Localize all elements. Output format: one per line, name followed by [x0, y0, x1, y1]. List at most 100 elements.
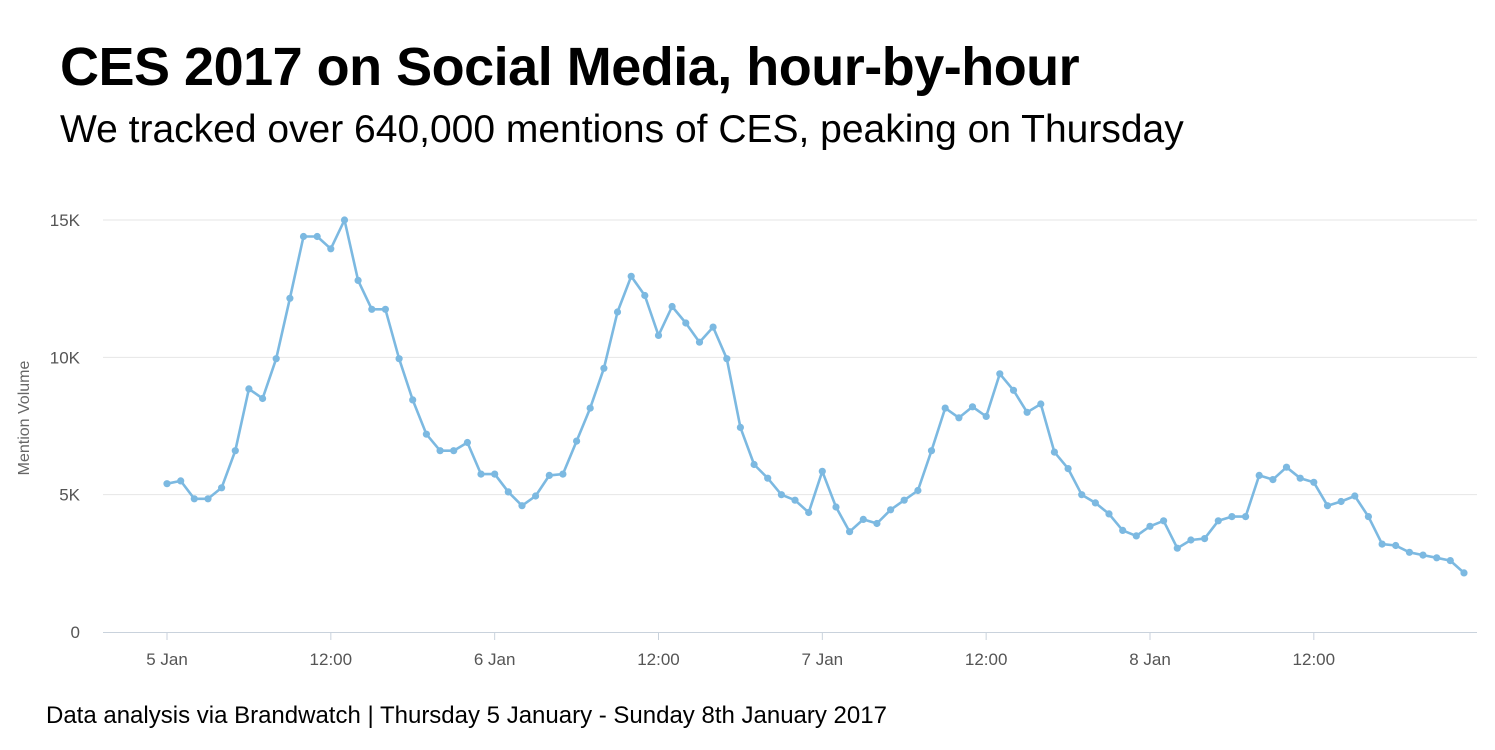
x-tick-label: 12:00: [1293, 650, 1336, 669]
data-point: [477, 470, 485, 478]
data-point: [627, 272, 635, 280]
data-point: [1433, 554, 1441, 562]
data-point: [1173, 544, 1181, 552]
data-point: [231, 447, 239, 455]
data-point: [736, 423, 745, 431]
data-point: [190, 495, 198, 503]
data-point: [368, 305, 376, 313]
data-point: [1269, 476, 1277, 484]
data-point: [1091, 499, 1099, 507]
x-tick-label: 5 Jan: [146, 650, 188, 669]
x-tick-label: 12:00: [965, 650, 1008, 669]
source-footer: Data analysis via Brandwatch | Thursday …: [46, 702, 887, 729]
x-tick-label: 12:00: [637, 650, 680, 669]
y-tick-label: 0: [71, 623, 80, 642]
data-point: [1364, 513, 1372, 521]
data-point: [586, 404, 594, 412]
data-point: [846, 528, 854, 536]
line-chart: 0 5K 10K 15K 5 Jan 12:00 6 Jan 12:00 7 Jan 12:00…: [16, 211, 1477, 669]
data-point: [1187, 536, 1195, 544]
data-point: [1119, 526, 1127, 535]
x-tick-label: 8 Jan: [1129, 650, 1171, 669]
data-point: [299, 232, 308, 241]
data-point: [409, 396, 417, 404]
data-point: [982, 412, 990, 420]
data-point: [1337, 497, 1345, 506]
data-point: [313, 232, 321, 241]
data-point: [955, 414, 963, 422]
data-point: [927, 447, 936, 455]
data-point: [1242, 513, 1250, 521]
data-point: [1160, 517, 1168, 525]
data-point: [1255, 471, 1263, 479]
data-point: [777, 491, 786, 499]
data-point: [1378, 540, 1386, 548]
data-point: [340, 216, 349, 224]
data-point: [1023, 408, 1031, 416]
data-point: [887, 506, 895, 514]
data-point: [764, 474, 772, 482]
data-point: [613, 308, 622, 316]
data-point: [573, 437, 581, 445]
data-point: [968, 403, 977, 411]
data-point: [1050, 448, 1058, 456]
data-point: [873, 519, 881, 528]
data-point: [750, 460, 758, 469]
data-point: [1214, 517, 1222, 525]
data-point: [1296, 474, 1304, 482]
data-point: [1105, 510, 1113, 518]
data-point: [1078, 491, 1086, 499]
data-point: [504, 488, 512, 496]
data-point: [818, 467, 826, 475]
data-point: [1201, 535, 1209, 543]
y-tick-label: 5K: [59, 486, 80, 505]
data-point: [695, 338, 704, 346]
data-point: [545, 471, 553, 479]
data-point: [259, 394, 267, 403]
data-point: [1282, 463, 1291, 471]
data-point: [1392, 541, 1400, 550]
data-point: [1310, 478, 1318, 486]
data-point: [600, 364, 608, 372]
data-point: [1037, 400, 1045, 408]
data-point: [395, 355, 403, 363]
data-point: [354, 276, 362, 284]
data-point: [218, 484, 226, 492]
data-point: [177, 477, 185, 485]
data-point: [1228, 513, 1236, 521]
data-point: [532, 492, 540, 500]
x-tick-label: 7 Jan: [802, 650, 844, 669]
series-mention-volume: [163, 216, 1468, 577]
chart-title: CES 2017 on Social Media, hour-by-hour: [60, 37, 1080, 97]
data-point: [900, 496, 908, 504]
data-point: [559, 470, 567, 478]
data-point: [1419, 551, 1427, 559]
data-point: [422, 430, 430, 438]
data-point: [1446, 557, 1454, 565]
data-point: [668, 302, 676, 311]
x-tick-label: 6 Jan: [474, 650, 516, 669]
data-point: [1351, 492, 1359, 500]
data-point: [1009, 386, 1018, 394]
data-point: [805, 508, 813, 517]
data-point: [518, 502, 526, 510]
data-point: [641, 291, 649, 300]
data-point: [941, 404, 949, 412]
data-point: [1146, 522, 1154, 530]
data-point: [709, 323, 717, 331]
data-point: [1132, 532, 1140, 540]
data-point: [996, 370, 1004, 378]
data-point: [272, 355, 280, 363]
series-line: [166, 218, 1465, 574]
chart-subtitle: We tracked over 640,000 mentions of CES,…: [60, 108, 1184, 151]
data-point: [436, 447, 444, 455]
data-point: [491, 470, 499, 478]
data-point: [204, 495, 212, 503]
y-axis-ticks: 0 5K 10K 15K: [50, 211, 81, 642]
data-point: [682, 319, 690, 327]
data-point: [381, 305, 389, 313]
data-point: [654, 331, 663, 339]
y-tick-label: 10K: [50, 348, 81, 367]
data-point: [859, 515, 867, 524]
data-point: [463, 438, 471, 447]
